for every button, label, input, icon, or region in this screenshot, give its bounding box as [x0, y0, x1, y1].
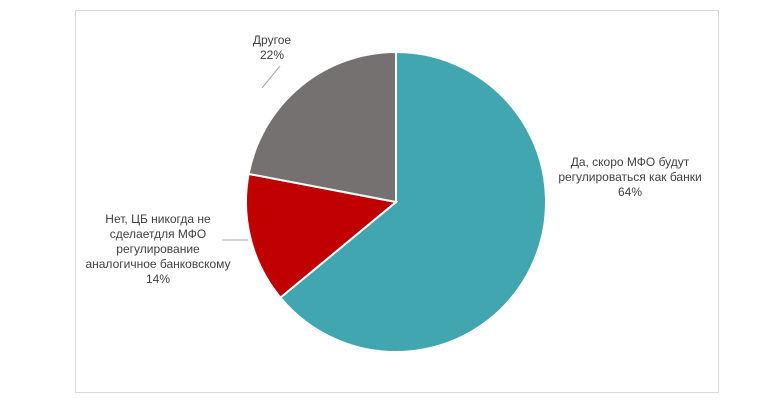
- slice-label: Да, скоро МФО будут регулироваться как б…: [555, 155, 705, 200]
- pie-slice: [279, 50, 547, 353]
- leader-line: [261, 65, 281, 89]
- value-label: 64%: [617, 185, 643, 199]
- category-label: Другое: [252, 33, 292, 47]
- category-label: Да, скоро МФО будут регулироваться как б…: [558, 155, 702, 184]
- value-label: 14%: [145, 272, 171, 286]
- slice-label: Другое 22%: [232, 33, 312, 63]
- pie-slice: [245, 172, 399, 300]
- value-label: 22%: [259, 48, 285, 62]
- pie-slice: [247, 50, 397, 204]
- pie: [245, 50, 547, 353]
- category-label: Нет, ЦБ никогда не сделаетдля МФО регули…: [85, 212, 231, 271]
- slice-label: Нет, ЦБ никогда не сделаетдля МФО регули…: [83, 212, 233, 287]
